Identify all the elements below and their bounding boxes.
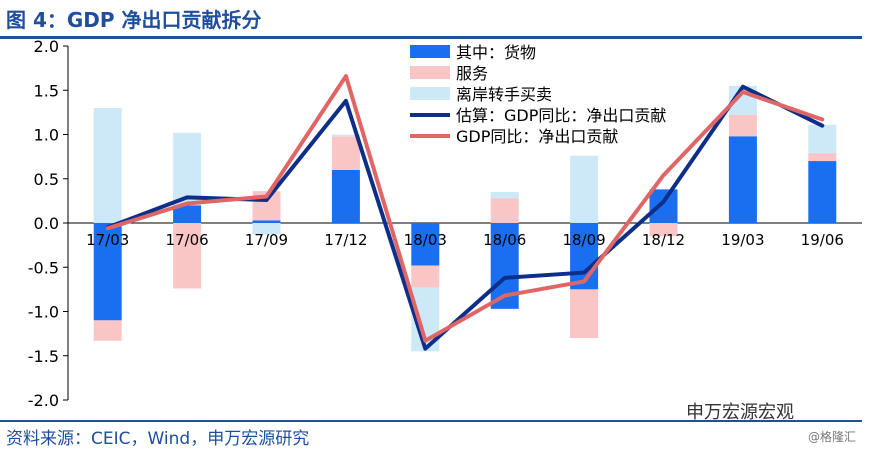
x-tick-label: 18/06: [483, 231, 526, 249]
y-tick-label: -2.0: [28, 391, 59, 410]
actual-line: [105, 74, 825, 343]
y-tick-label: -1.0: [28, 303, 59, 322]
x-tick-label: 17/03: [86, 231, 129, 249]
y-tick-label: 1.5: [34, 81, 59, 100]
y-tick-label: 2.0: [34, 37, 59, 56]
bar: [252, 223, 281, 235]
bar: [252, 220, 281, 223]
bar: [173, 205, 202, 223]
bar: [570, 155, 599, 223]
legend-label: 其中：货物: [456, 43, 536, 62]
bar: [331, 134, 360, 137]
bar: [93, 320, 122, 341]
y-tick-label: -1.5: [28, 347, 59, 366]
source-note: 资料来源：CEIC，Wind，申万宏源研究: [6, 429, 310, 449]
bar: [173, 223, 202, 289]
bar: [411, 265, 440, 288]
bar: [173, 132, 202, 206]
footer-rule: [0, 420, 862, 422]
x-tick-label: 19/03: [721, 231, 764, 249]
legend-swatch: [410, 87, 450, 100]
legend-swatch: [410, 66, 450, 79]
bar: [490, 198, 519, 223]
bar: [411, 223, 440, 266]
x-tick-label: 18/09: [562, 231, 605, 249]
bar: [728, 115, 757, 137]
y-tick-label: 0.5: [34, 170, 59, 189]
bar: [490, 192, 519, 199]
tick-labels: 2.0 1.5 1.0 0.5 0.0 -0.5 -1.0 -1.5 -2.0 17/03 17/0…: [28, 37, 844, 410]
estimate-line: [105, 84, 825, 351]
lines: [105, 74, 825, 351]
watermark: 申万宏源宏观: [686, 402, 794, 423]
x-tick-label: 18/03: [404, 231, 447, 249]
bar: [331, 169, 360, 223]
legend-label: GDP同比：净出口贡献: [456, 127, 618, 146]
legend-label: 估算：GDP同比：净出口贡献: [456, 106, 666, 125]
watermark-small: @格隆汇: [808, 430, 857, 444]
y-tick-label: 1.0: [34, 126, 59, 145]
x-tick-label: 17/06: [165, 231, 208, 249]
legend-label: 服务: [456, 64, 488, 83]
title-underline: [0, 36, 862, 39]
y-tick-label: 0.0: [34, 214, 59, 233]
bar: [808, 153, 837, 162]
bar: [649, 223, 678, 237]
x-tick-label: 19/06: [801, 231, 844, 249]
bar: [808, 124, 837, 154]
x-tick-label: 18/12: [642, 231, 685, 249]
bars: [93, 85, 837, 352]
x-tick-label: 17/09: [245, 231, 288, 249]
bar: [728, 136, 757, 223]
bar: [649, 189, 678, 223]
y-tick-label: -0.5: [28, 258, 59, 277]
page-title: 图 4：GDP 净出口贡献拆分: [6, 8, 262, 32]
bar: [93, 107, 122, 223]
legend-swatch: [410, 45, 450, 58]
bar: [331, 136, 360, 170]
bar: [570, 289, 599, 339]
bar: [93, 223, 122, 321]
legend-label: 离岸转手买卖: [456, 85, 552, 104]
x-tick-label: 17/12: [324, 231, 367, 249]
chart: 2.0 1.5 1.0 0.5 0.0 -0.5 -1.0 -1.5 -2.0 17/03 17/0…: [28, 37, 862, 410]
bar: [808, 161, 837, 223]
